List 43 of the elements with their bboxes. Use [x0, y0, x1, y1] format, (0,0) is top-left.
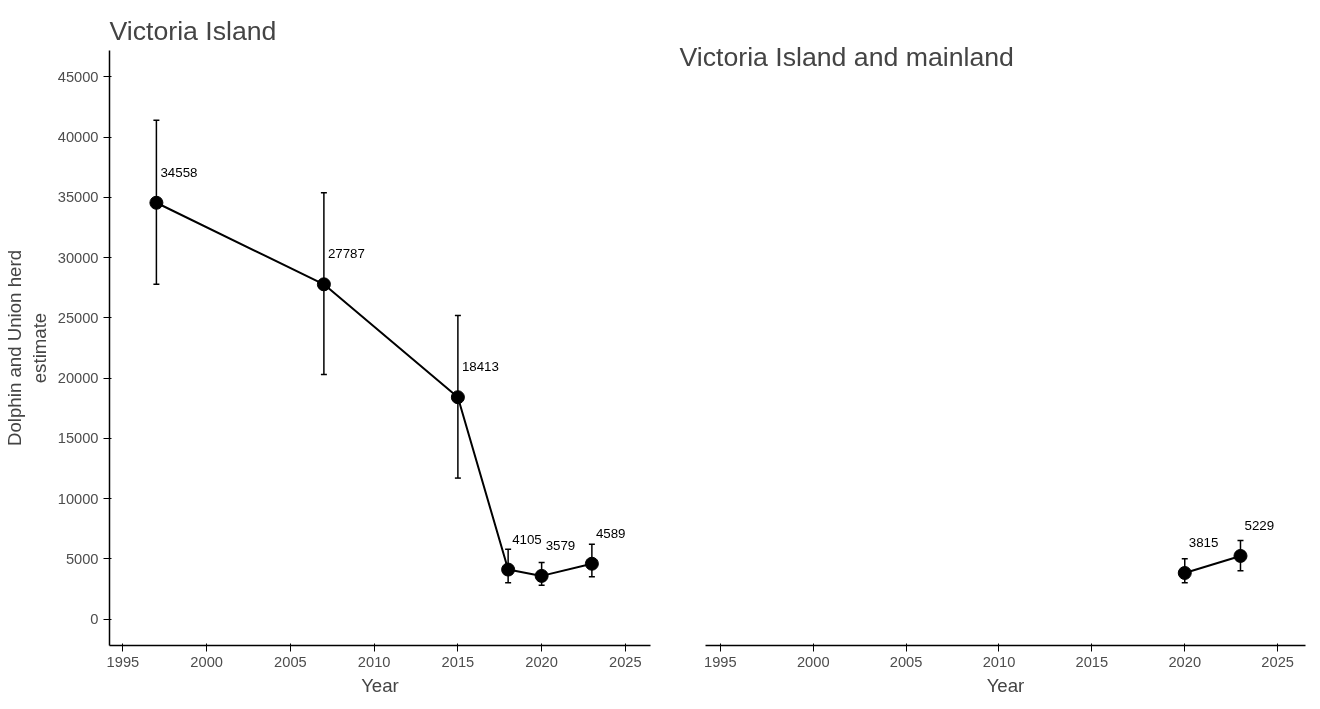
point: [584, 556, 599, 571]
point: [534, 568, 549, 583]
y-tick-label: 5000: [65, 550, 99, 567]
chart-title: Victoria Island: [109, 15, 277, 46]
x-tick-label: 2000: [190, 653, 223, 670]
point: [316, 277, 331, 292]
x-axis-title: Year: [986, 674, 1025, 696]
data-label: 4105: [512, 531, 542, 547]
data-label: 18413: [461, 359, 499, 375]
y-tick-label: 20000: [57, 370, 99, 387]
point: [501, 562, 516, 577]
y-tick-label: 15000: [57, 430, 99, 447]
x-tick-label: 2025: [1261, 653, 1294, 670]
y-tick-label: 25000: [57, 309, 99, 326]
x-tick-label: 2005: [889, 653, 923, 670]
y-tick-label: 30000: [57, 249, 99, 266]
x-tick-label: 1995: [704, 653, 737, 670]
x-tick-label: 2015: [1075, 653, 1109, 670]
x-tick-label: 2005: [274, 653, 307, 670]
x-tick-label: 2025: [609, 653, 642, 670]
y-tick-label: 35000: [57, 189, 99, 206]
y-tick-label: 0: [90, 611, 99, 627]
data-label: 34558: [160, 164, 198, 180]
data-label: 27787: [327, 246, 365, 262]
y-tick-label: 10000: [57, 490, 99, 507]
x-tick-label: 2020: [1168, 653, 1202, 670]
x-tick-label: 2015: [441, 653, 475, 670]
x-tick-label: 2010: [357, 653, 391, 670]
x-axis-title: Year: [361, 674, 399, 696]
point: [450, 390, 465, 405]
chart-title: Victoria Island and mainland: [679, 41, 1014, 72]
data-label: 4589: [595, 525, 626, 541]
point: [149, 195, 164, 210]
x-tick-label: 2000: [796, 653, 830, 670]
y-tick-label: 40000: [57, 129, 99, 146]
data-label: 5229: [1244, 517, 1275, 533]
x-tick-label: 2010: [982, 653, 1016, 670]
x-tick-label: 2020: [525, 653, 558, 670]
data-label: 3579: [545, 537, 576, 553]
y-axis-title: Dolphin and Union herd estimate: [3, 249, 50, 447]
data-label: 3815: [1188, 534, 1219, 550]
x-tick-label: 1995: [106, 653, 140, 670]
y-tick-label: 45000: [57, 69, 99, 85]
